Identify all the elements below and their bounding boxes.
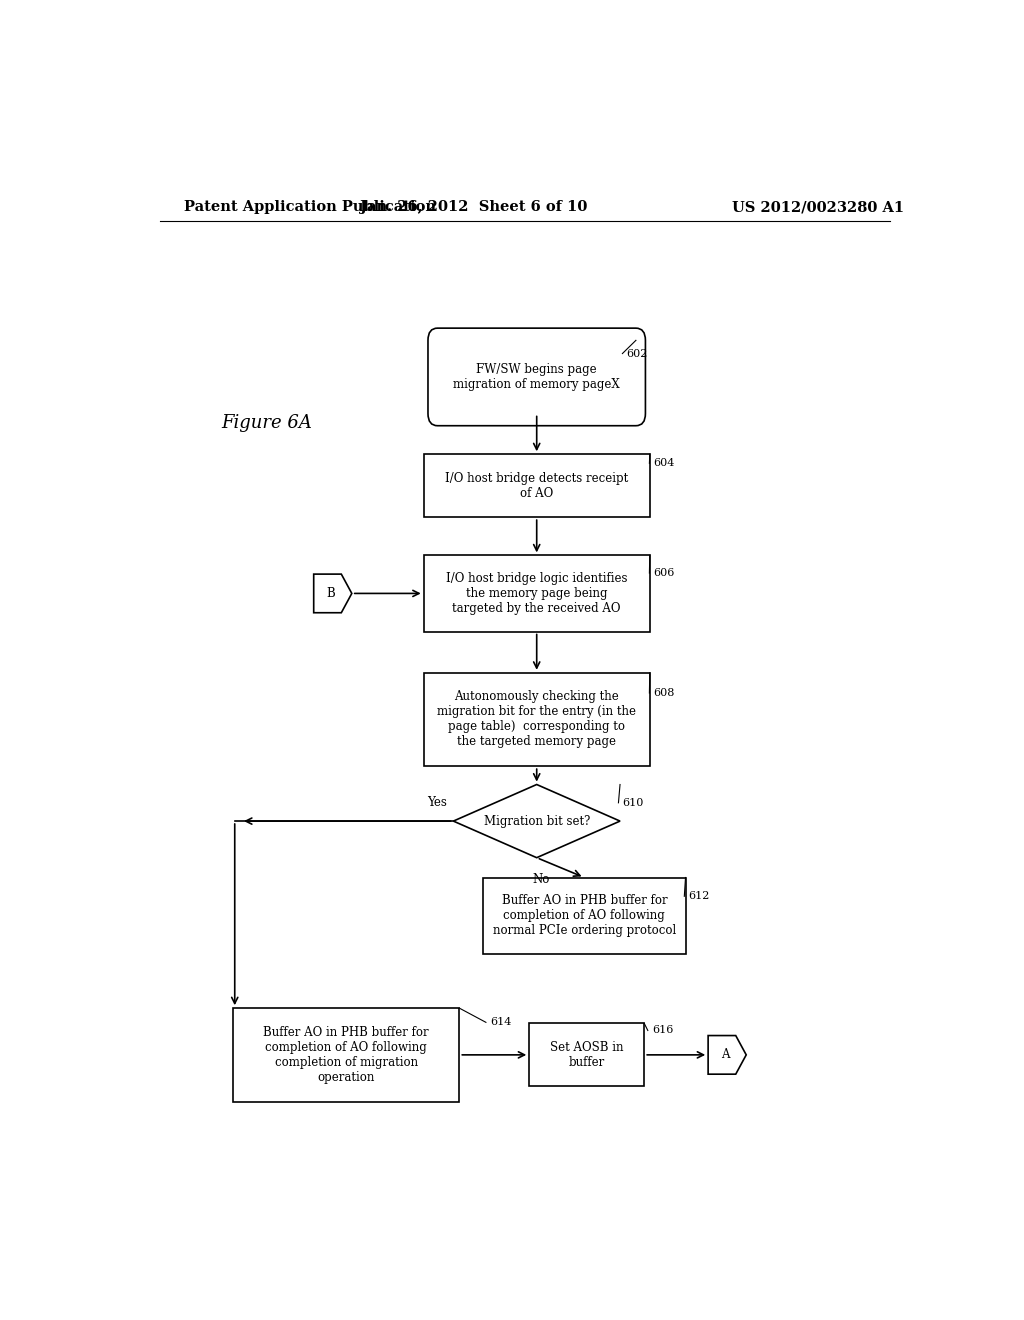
Text: 610: 610 bbox=[623, 797, 644, 808]
Bar bbox=[424, 673, 650, 766]
Text: Migration bit set?: Migration bit set? bbox=[483, 814, 590, 828]
Text: Buffer AO in PHB buffer for
completion of AO following
completion of migration
o: Buffer AO in PHB buffer for completion o… bbox=[263, 1026, 429, 1084]
Bar bbox=[424, 556, 650, 631]
Text: Yes: Yes bbox=[427, 796, 447, 809]
Polygon shape bbox=[709, 1036, 746, 1074]
Text: Set AOSB in
buffer: Set AOSB in buffer bbox=[550, 1041, 624, 1069]
Bar bbox=[233, 1008, 460, 1102]
Text: A: A bbox=[721, 1048, 729, 1061]
Text: 612: 612 bbox=[688, 891, 710, 902]
Text: 602: 602 bbox=[627, 348, 648, 359]
Text: Buffer AO in PHB buffer for
completion of AO following
normal PCIe ordering prot: Buffer AO in PHB buffer for completion o… bbox=[493, 894, 676, 937]
FancyBboxPatch shape bbox=[428, 329, 645, 426]
Text: Autonomously checking the
migration bit for the entry (in the
page table)  corre: Autonomously checking the migration bit … bbox=[437, 690, 636, 748]
Text: B: B bbox=[327, 587, 335, 599]
Bar bbox=[483, 878, 685, 954]
Text: 604: 604 bbox=[653, 458, 675, 469]
Polygon shape bbox=[313, 574, 352, 612]
Text: No: No bbox=[532, 873, 549, 886]
Text: I/O host bridge detects receipt
of AO: I/O host bridge detects receipt of AO bbox=[445, 471, 629, 500]
Text: Patent Application Publication: Patent Application Publication bbox=[183, 201, 435, 214]
Text: I/O host bridge logic identifies
the memory page being
targeted by the received : I/O host bridge logic identifies the mem… bbox=[446, 572, 628, 615]
Bar bbox=[529, 1023, 644, 1086]
Text: US 2012/0023280 A1: US 2012/0023280 A1 bbox=[732, 201, 904, 214]
Text: FW/SW begins page
migration of memory pageX: FW/SW begins page migration of memory pa… bbox=[454, 363, 621, 391]
Text: 608: 608 bbox=[653, 688, 675, 698]
Text: Figure 6A: Figure 6A bbox=[221, 413, 312, 432]
Text: Jan. 26, 2012  Sheet 6 of 10: Jan. 26, 2012 Sheet 6 of 10 bbox=[359, 201, 587, 214]
Text: 614: 614 bbox=[489, 1018, 511, 1027]
Text: 616: 616 bbox=[652, 1026, 673, 1035]
Polygon shape bbox=[454, 784, 620, 858]
Text: 606: 606 bbox=[653, 568, 675, 578]
Bar bbox=[424, 454, 650, 517]
